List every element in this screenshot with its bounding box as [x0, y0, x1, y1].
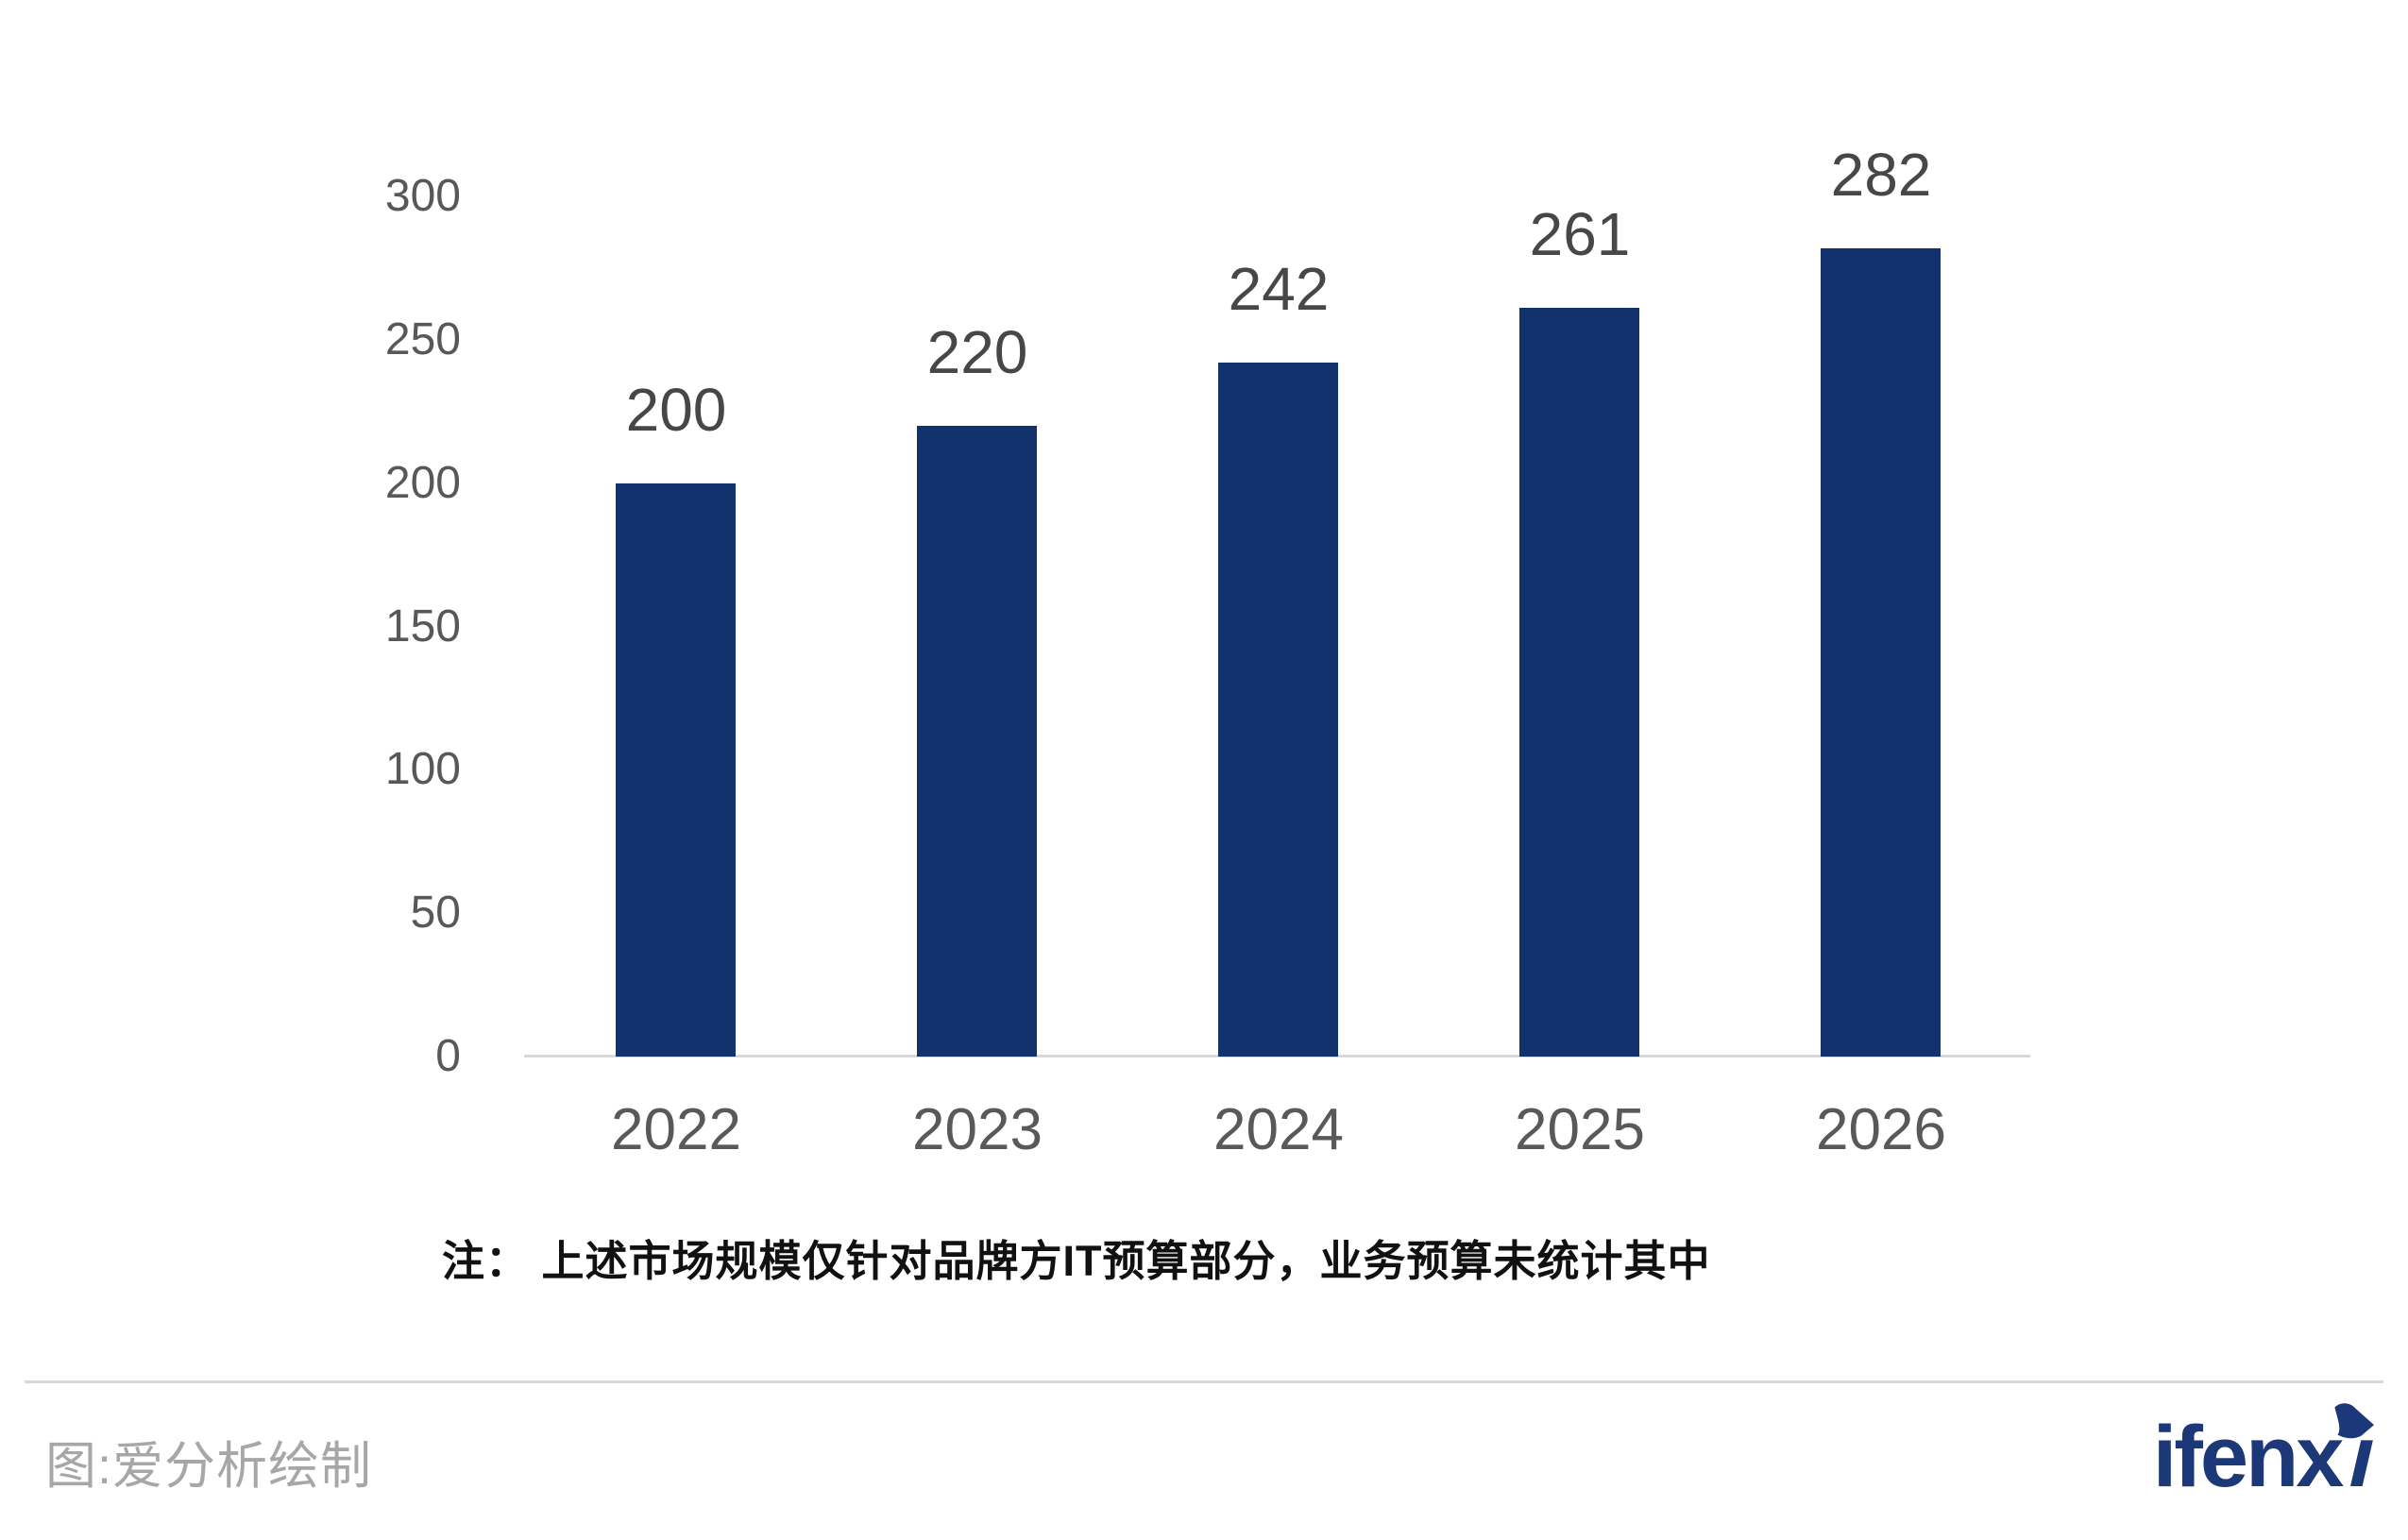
value-label-2026: 282 [1830, 141, 1932, 209]
y-tick-label-0: 0 [435, 1031, 461, 1081]
y-tick-label-100: 100 [384, 744, 461, 795]
logo-text: ifenx [2152, 1409, 2345, 1505]
logo-arrow-icon [2334, 1403, 2375, 1439]
x-tick-label-2024: 2024 [1213, 1097, 1344, 1162]
x-tick-label-2025: 2025 [1515, 1097, 1645, 1162]
bar-2025 [1519, 308, 1639, 1057]
footnote: 注： 上述市场规模仅针对品牌方IT预算部分，业务预算未统计其中 [442, 1237, 1711, 1285]
x-tick-label-2026: 2026 [1816, 1097, 1946, 1162]
bar-chart: 0 50 100 150 200 250 300 200 220 242 261 282 2022 2… [384, 141, 2030, 1162]
x-tick-label-2022: 2022 [611, 1097, 741, 1162]
y-tick-label-250: 250 [384, 313, 461, 364]
y-tick-label-50: 50 [410, 888, 461, 939]
bar-2023 [917, 426, 1037, 1057]
value-label-2023: 220 [926, 318, 1028, 386]
divider-line [25, 1380, 2383, 1383]
bar-2024 [1218, 363, 1338, 1057]
logo-last-letter: ı [2334, 1403, 2383, 1505]
y-tick-label-200: 200 [384, 457, 461, 508]
value-label-2022: 200 [625, 376, 727, 444]
y-tick-label-150: 150 [384, 601, 461, 652]
ifenxi-logo: ifenx ı [2153, 1403, 2383, 1508]
y-tick-label-300: 300 [384, 171, 461, 221]
value-label-2025: 261 [1529, 200, 1631, 268]
source-caption: 图:爱分析绘制 [45, 1438, 373, 1495]
value-label-2024: 242 [1228, 255, 1330, 323]
x-tick-label-2023: 2023 [912, 1097, 1043, 1162]
bar-2022 [616, 483, 736, 1057]
bar-2026 [1821, 248, 1941, 1057]
